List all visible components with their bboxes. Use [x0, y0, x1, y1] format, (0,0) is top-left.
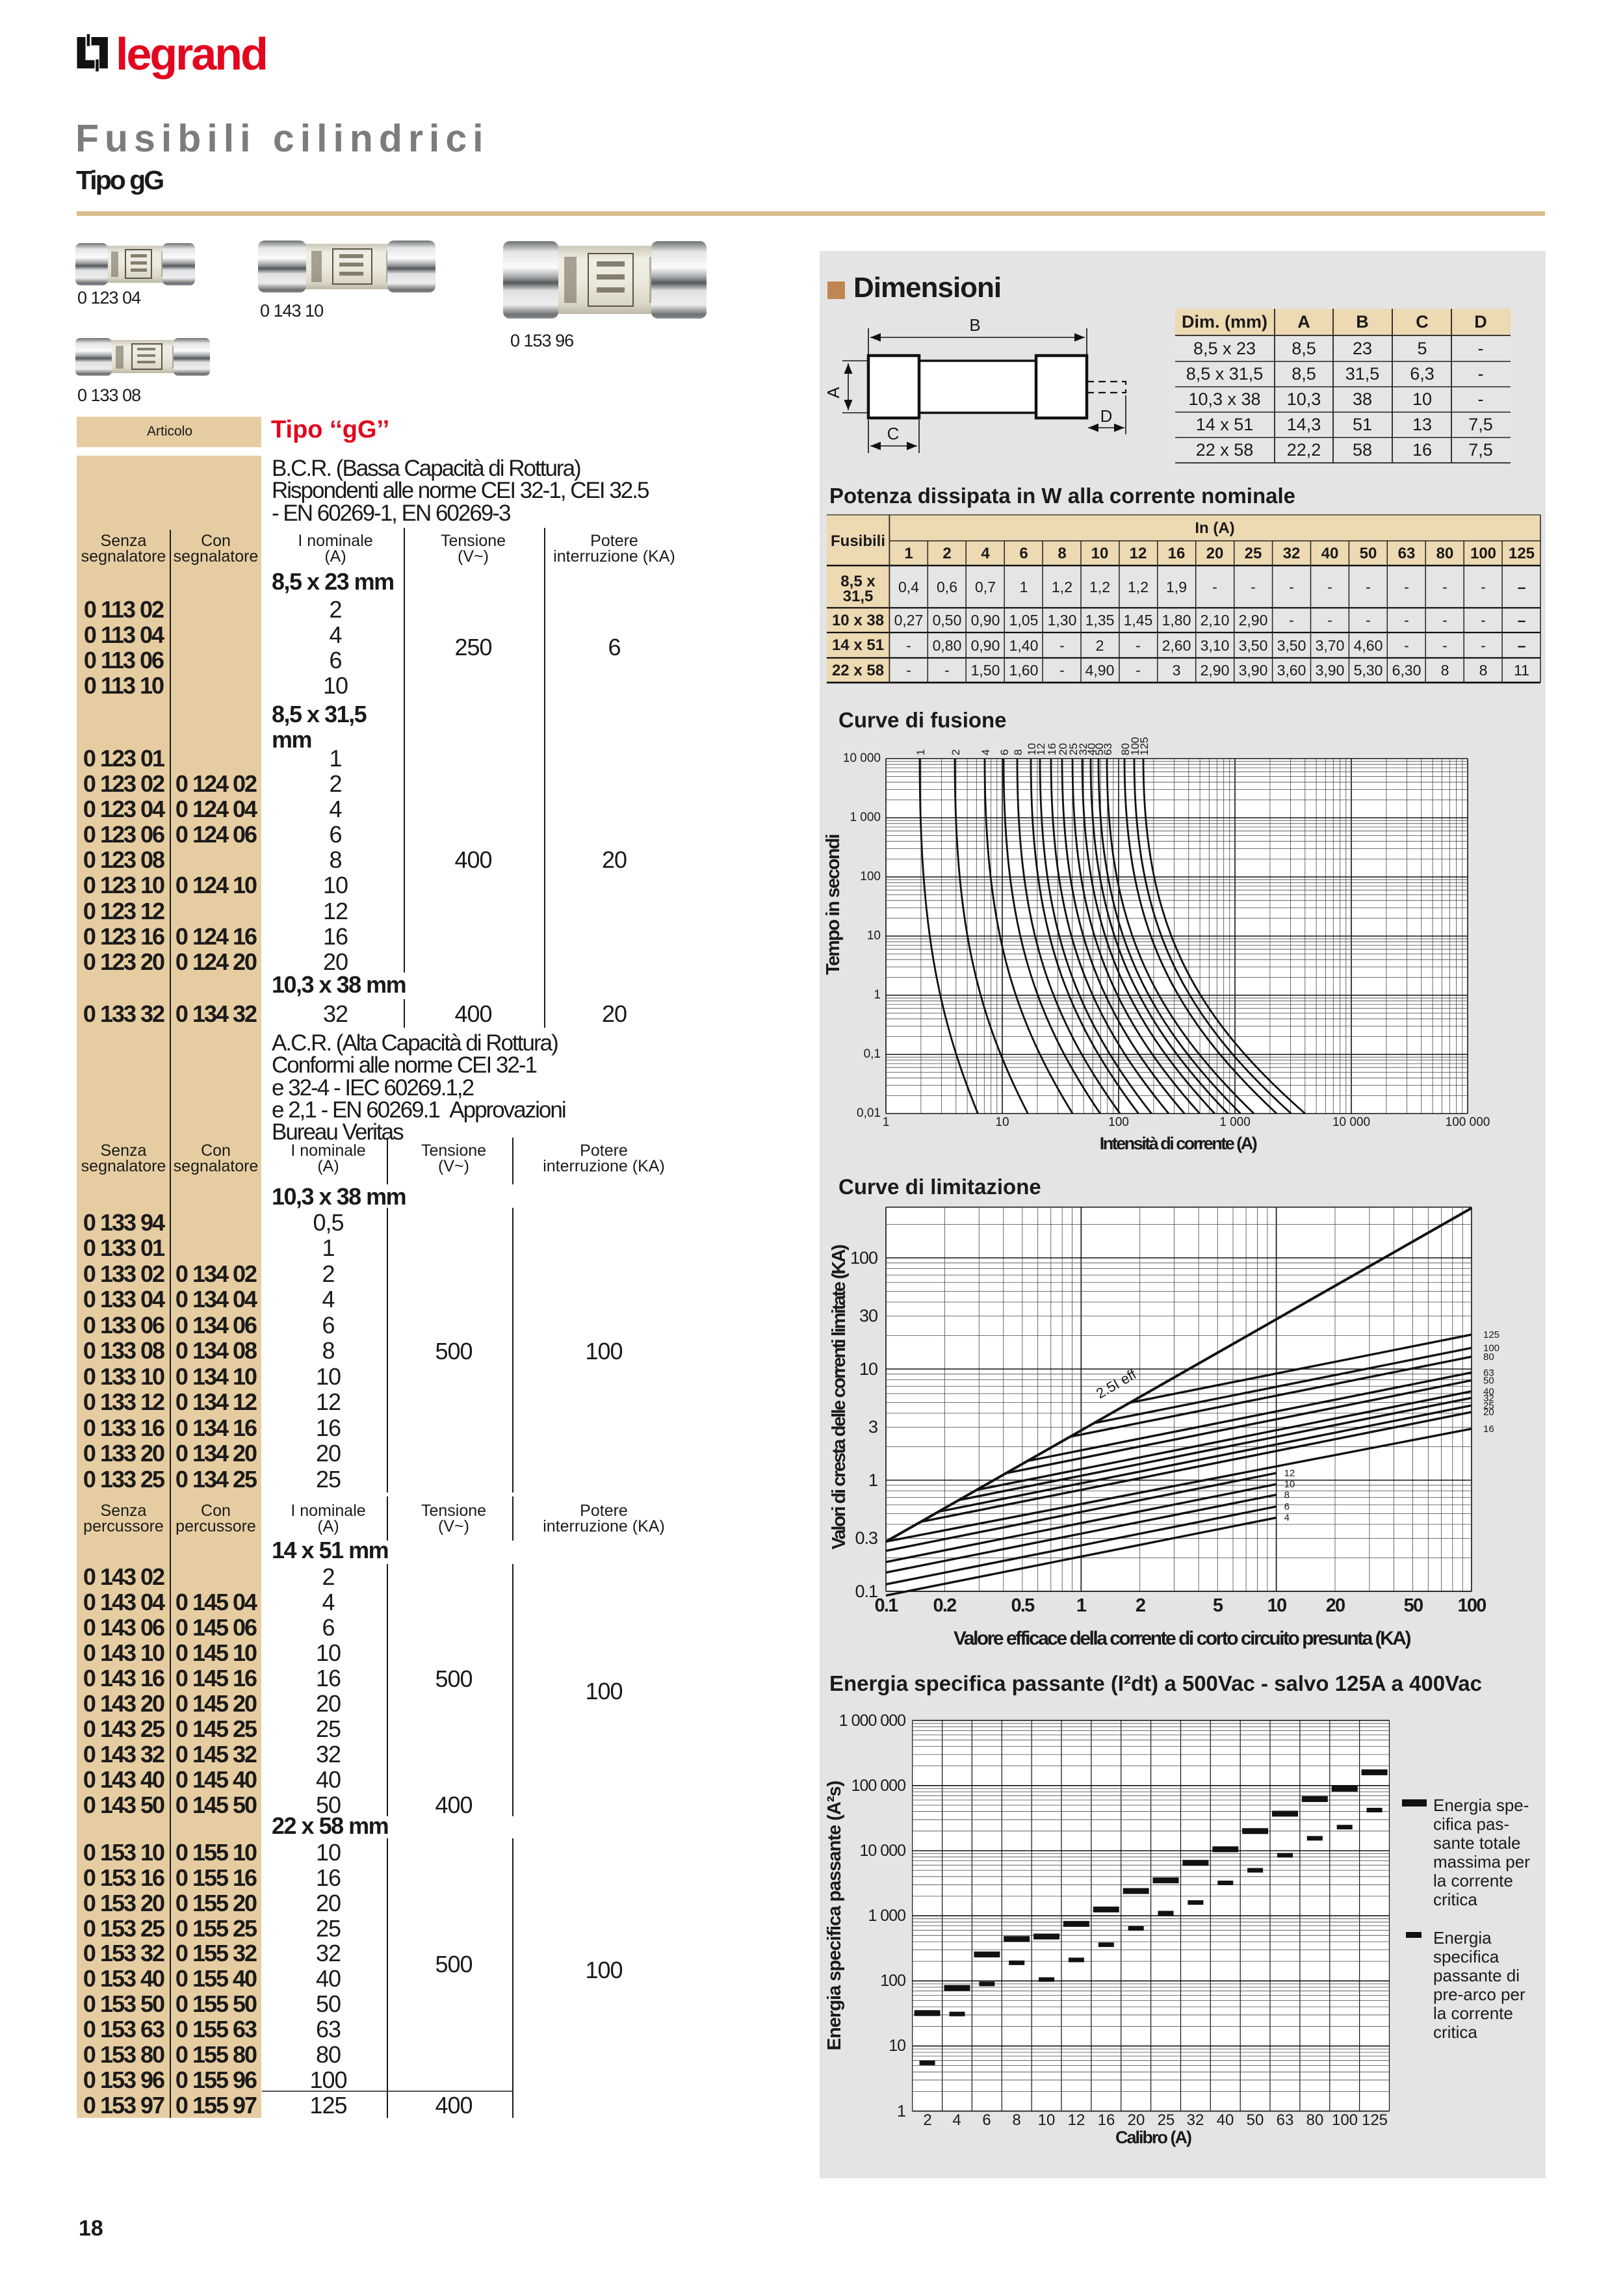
- svg-text:4: 4: [1284, 1513, 1290, 1524]
- svg-text:32: 32: [1483, 1392, 1494, 1403]
- svg-text:6: 6: [1284, 1502, 1290, 1513]
- svg-text:A: A: [824, 387, 843, 398]
- svg-text:10: 10: [1284, 1479, 1295, 1490]
- svg-text:6: 6: [998, 750, 1011, 755]
- svg-text:10: 10: [1026, 743, 1038, 755]
- svg-text:50: 50: [1093, 743, 1106, 755]
- svg-text:50: 50: [1483, 1376, 1494, 1387]
- svg-text:1: 1: [915, 750, 927, 755]
- svg-text:12: 12: [1035, 743, 1047, 755]
- svg-text:32: 32: [1077, 743, 1089, 755]
- svg-text:125: 125: [1138, 737, 1150, 755]
- svg-text:4: 4: [980, 750, 992, 755]
- svg-text:20: 20: [1057, 743, 1069, 755]
- svg-text:2: 2: [950, 750, 962, 755]
- svg-text:125: 125: [1483, 1329, 1500, 1340]
- svg-text:25: 25: [1067, 743, 1080, 755]
- svg-text:16: 16: [1483, 1424, 1494, 1435]
- svg-text:12: 12: [1284, 1468, 1295, 1479]
- svg-text:40: 40: [1085, 743, 1098, 755]
- svg-text:16: 16: [1046, 743, 1058, 755]
- svg-text:Valori di cresta delle corrent: Valori di cresta delle correnti limitate…: [829, 1245, 850, 1550]
- svg-text:40: 40: [1483, 1386, 1494, 1397]
- svg-text:Energia specifica passante (A²: Energia specifica passante (A²s): [824, 1781, 845, 2050]
- svg-text:80: 80: [1483, 1351, 1494, 1363]
- svg-text:100: 100: [1129, 737, 1141, 755]
- svg-text:20: 20: [1483, 1407, 1494, 1418]
- svg-text:25: 25: [1483, 1400, 1494, 1411]
- svg-text:100: 100: [1483, 1343, 1500, 1354]
- svg-text:63: 63: [1483, 1367, 1494, 1378]
- svg-text:8: 8: [1284, 1489, 1290, 1500]
- svg-text:Tempo in secondi: Tempo in secondi: [823, 835, 844, 975]
- svg-text:80: 80: [1119, 743, 1132, 755]
- svg-text:63: 63: [1102, 743, 1114, 755]
- svg-text:8: 8: [1012, 750, 1024, 755]
